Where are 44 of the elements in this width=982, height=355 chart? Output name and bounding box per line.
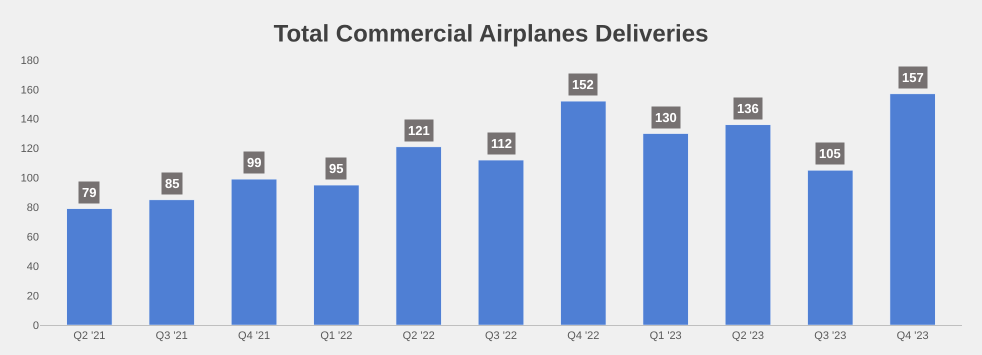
bar [396, 146, 442, 325]
y-tick-label: 140 [20, 114, 39, 126]
chart-title: Total Commercial Airplanes Deliveries [274, 20, 708, 48]
y-tick-label: 100 [20, 172, 39, 185]
bar [231, 179, 277, 325]
bar [66, 208, 112, 325]
bar [478, 160, 524, 325]
x-tick-label: Q2 '22 [402, 330, 435, 342]
bar [642, 133, 689, 325]
x-tick-label: Q2 '23 [732, 330, 764, 342]
bar [725, 124, 771, 325]
x-tick-label: Q4 '22 [567, 330, 600, 342]
y-tick-label: 40 [26, 260, 39, 273]
data-label: 112 [491, 136, 512, 151]
y-tick-label: 160 [20, 84, 39, 96]
y-tick-label: 120 [20, 143, 39, 156]
bar [890, 94, 936, 325]
bar [313, 184, 360, 325]
data-label: 95 [329, 161, 344, 176]
y-tick-label: 20 [26, 290, 39, 302]
data-label: 157 [902, 70, 924, 85]
data-label: 121 [408, 123, 430, 138]
x-tick-label: Q1 '22 [320, 330, 352, 342]
data-label: 99 [247, 155, 262, 170]
data-label: 105 [819, 146, 841, 161]
y-tick-label: 80 [26, 202, 39, 214]
data-label: 85 [165, 176, 180, 191]
bar [560, 100, 606, 325]
y-tick-label: 180 [20, 54, 39, 67]
data-label: 130 [655, 110, 677, 125]
x-tick-label: Q4 '23 [896, 330, 929, 342]
data-label: 79 [82, 185, 96, 200]
data-label: 152 [572, 77, 594, 92]
x-tick-label: Q3 '23 [814, 330, 846, 342]
bar [148, 200, 195, 325]
x-tick-label: Q2 '21 [73, 330, 106, 342]
y-tick-label: 60 [26, 232, 39, 244]
bar [807, 170, 854, 325]
x-tick-label: Q1 '23 [650, 330, 682, 342]
y-tick-label: 0 [32, 320, 39, 332]
x-tick-label: Q4 '21 [238, 330, 270, 342]
data-label: 136 [737, 101, 759, 116]
x-tick-label: Q3 '22 [484, 330, 518, 342]
x-tick-label: Q3 '21 [156, 330, 188, 342]
